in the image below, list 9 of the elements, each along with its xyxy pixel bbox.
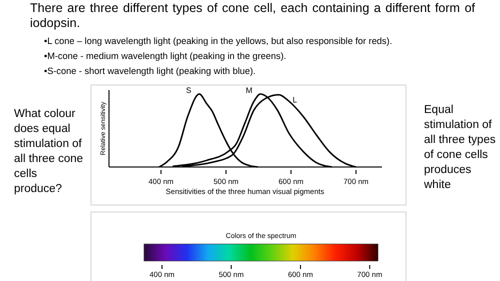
series-label: L (292, 96, 298, 105)
text: •S-cone - short wavelength light (peaking with blue). (44, 66, 257, 78)
text: There are three different types of cone cell, each containing a different form of iodopsin. (30, 1, 475, 31)
series-label: S (186, 86, 192, 95)
text: Equal stimulation of all three types of cone cells produces white (424, 103, 497, 193)
text: What colour does equal stimulation of all three cone cells produce? (14, 107, 84, 197)
text: •L cone – long wavelength light (peaking in the yellows, but also responsible for reds). (44, 36, 394, 48)
series-label: M (246, 86, 253, 95)
text: •M-cone - medium wavelength light (peaking in the greens). (44, 51, 288, 62)
